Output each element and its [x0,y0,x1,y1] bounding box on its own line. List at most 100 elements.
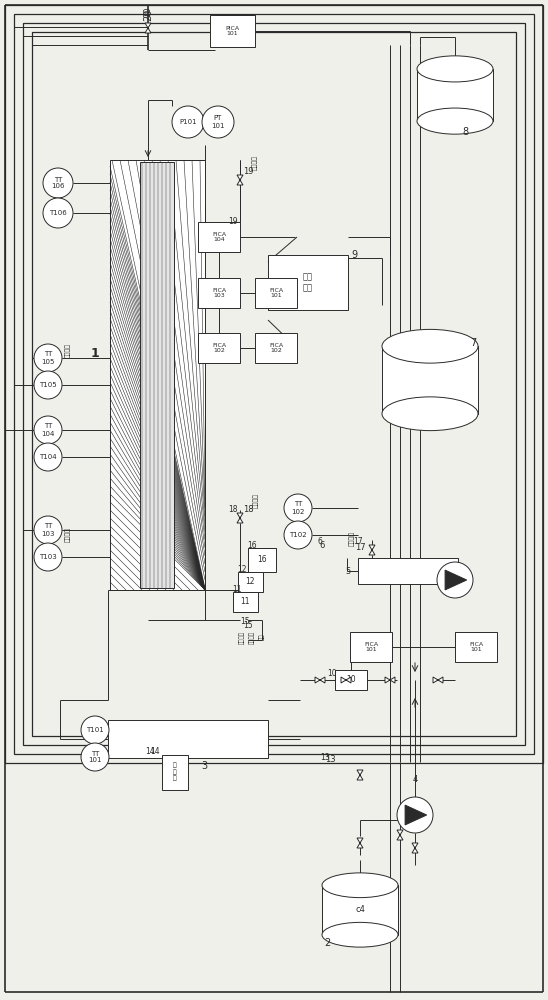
Ellipse shape [417,108,493,134]
Polygon shape [445,570,467,590]
Ellipse shape [382,329,478,363]
Bar [268,255,348,310]
Text: 19: 19 [243,167,253,176]
Text: FICA
101: FICA 101 [269,288,283,298]
Text: 6: 6 [319,540,324,550]
Bar [108,720,268,758]
Circle shape [43,198,73,228]
Polygon shape [405,805,427,825]
Bar [358,558,458,584]
Text: TT
103: TT 103 [41,524,55,536]
Bar [210,15,255,47]
Text: 10: 10 [346,676,356,684]
Text: 17: 17 [355,544,366,552]
Bar [382,346,478,414]
Text: T102: T102 [289,532,307,538]
Bar [335,670,367,690]
Bar [198,222,240,252]
Polygon shape [397,830,403,840]
Text: 18: 18 [243,506,253,514]
Text: 13: 13 [320,752,330,762]
Text: PT
101: PT 101 [211,115,225,128]
Text: 热水上水: 热水上水 [349,530,355,546]
Text: 12: 12 [237,566,247,574]
Circle shape [397,797,433,833]
Polygon shape [433,677,443,683]
Bar [23,23,525,745]
Text: 冷却回水: 冷却回水 [65,342,71,358]
Text: 15: 15 [240,617,250,626]
Polygon shape [412,843,418,853]
Bar [233,592,258,612]
Circle shape [437,562,473,598]
Text: 12: 12 [246,578,255,586]
Bar [5,5,543,763]
Ellipse shape [322,922,398,947]
Bar [162,755,188,790]
Text: 7: 7 [470,338,476,348]
Text: TT
101: TT 101 [88,750,102,764]
Bar [14,14,534,754]
Text: 17: 17 [353,538,363,546]
Polygon shape [369,545,375,555]
Text: 14: 14 [150,748,160,756]
Circle shape [172,106,204,138]
Bar [417,69,493,121]
Circle shape [284,494,312,522]
Text: 18: 18 [229,506,238,514]
Ellipse shape [382,397,478,431]
Bar [455,632,497,662]
Text: 10: 10 [327,670,337,678]
Polygon shape [237,513,243,523]
Polygon shape [357,838,363,848]
Polygon shape [357,770,363,780]
Polygon shape [385,677,395,683]
Text: PICA
101: PICA 101 [225,26,239,36]
Bar [198,278,240,308]
Bar [140,162,174,588]
Text: FICA
101: FICA 101 [469,642,483,652]
Bar [350,632,392,662]
Circle shape [34,443,62,471]
Text: T105: T105 [39,382,57,388]
Text: 蒸
馏
罐: 蒸 馏 罐 [173,763,177,781]
Text: 4: 4 [413,776,418,784]
Polygon shape [237,175,243,185]
Text: TT
102: TT 102 [292,502,305,514]
Circle shape [202,106,234,138]
Text: 9: 9 [351,250,357,260]
Text: 冷却上水: 冷却上水 [253,492,259,508]
Text: FICA
103: FICA 103 [212,288,226,298]
Text: 5: 5 [345,566,351,576]
Circle shape [43,168,73,198]
Text: 6: 6 [317,538,322,546]
Polygon shape [145,23,151,33]
Bar [110,160,205,590]
Circle shape [81,743,109,771]
Text: 2: 2 [324,938,330,948]
Text: 16: 16 [257,556,267,564]
Text: TT
104: TT 104 [41,424,55,436]
Text: 11: 11 [240,597,250,606]
Circle shape [34,543,62,571]
Text: 格栅上水: 格栅上水 [249,631,255,644]
Text: 1: 1 [90,347,99,360]
Bar [248,548,276,572]
Circle shape [34,371,62,399]
Text: T104: T104 [39,454,57,460]
Bar [322,885,398,935]
Text: T101: T101 [86,727,104,733]
Text: 13: 13 [324,756,335,764]
Text: 蒸汽: 蒸汽 [259,634,265,640]
Bar [198,333,240,363]
Text: 3: 3 [201,761,207,771]
Text: FICA
102: FICA 102 [269,343,283,353]
Text: FICA
102: FICA 102 [212,343,226,353]
Text: T106: T106 [49,210,67,216]
Ellipse shape [322,873,398,898]
Bar [255,278,297,308]
Text: 8: 8 [462,127,468,137]
Text: TT
105: TT 105 [41,352,55,364]
Text: 14: 14 [145,748,155,756]
Text: 冷却回水: 冷却回水 [65,528,71,542]
